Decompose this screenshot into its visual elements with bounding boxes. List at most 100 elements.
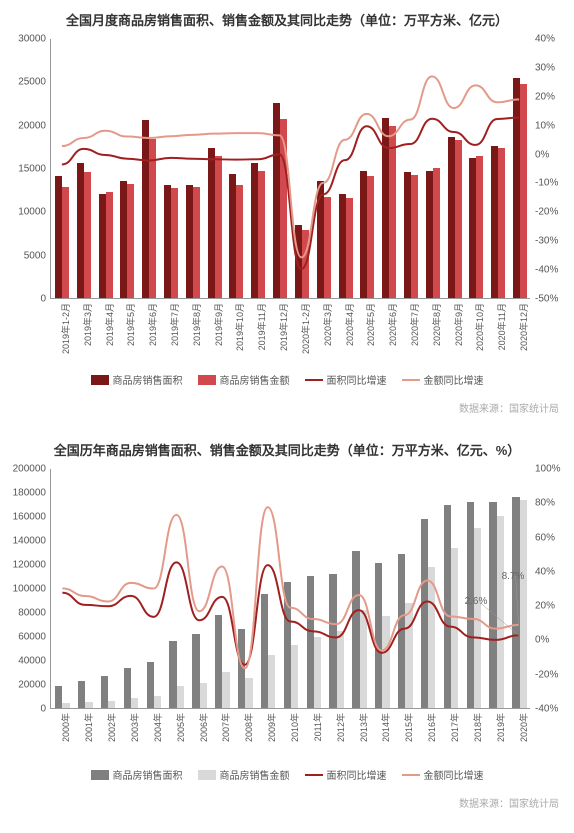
legend-swatch bbox=[305, 379, 323, 381]
y1-tick: 140000 bbox=[13, 536, 46, 547]
legend-swatch bbox=[305, 774, 323, 776]
x-tick: 2020年3月 bbox=[321, 303, 334, 346]
x-tick: 2015年 bbox=[402, 713, 415, 742]
x-tick: 2020年4月 bbox=[343, 303, 356, 346]
y1-tick: 200000 bbox=[13, 464, 46, 475]
y2-tick: 30% bbox=[535, 62, 555, 73]
legend-label: 金额同比增速 bbox=[424, 372, 484, 387]
y2-tick: -20% bbox=[535, 669, 558, 680]
y1-tick: 120000 bbox=[13, 560, 46, 571]
y2-tick: 40% bbox=[535, 566, 555, 577]
y1-tick: 5000 bbox=[24, 250, 46, 261]
x-tick: 2019年8月 bbox=[190, 303, 203, 346]
x-tick: 2020年1-2月 bbox=[299, 303, 312, 354]
x-tick: 2019年1-2月 bbox=[59, 303, 72, 354]
x-tick: 2020年9月 bbox=[452, 303, 465, 346]
x-tick: 2003年 bbox=[128, 713, 141, 742]
y2-tick: -40% bbox=[535, 265, 558, 276]
legend-swatch bbox=[402, 774, 420, 776]
legend-label: 商品房销售面积 bbox=[113, 372, 183, 387]
y1-tick: 0 bbox=[40, 704, 46, 715]
x-tick: 2019年3月 bbox=[81, 303, 94, 346]
y2-tick: 40% bbox=[535, 34, 555, 45]
y1-tick: 180000 bbox=[13, 488, 46, 499]
y1-tick: 20000 bbox=[18, 120, 46, 131]
legend-label: 面积同比增速 bbox=[327, 372, 387, 387]
x-tick: 2008年 bbox=[242, 713, 255, 742]
chart-title: 全国历年商品房销售面积、销售金额及其同比走势（单位：万平方米、亿元、%） bbox=[15, 440, 559, 459]
x-tick: 2020年7月 bbox=[408, 303, 421, 346]
x-tick: 2013年 bbox=[357, 713, 370, 742]
line-amount-yoy bbox=[62, 76, 519, 257]
chart-2: 全国历年商品房销售面积、销售金额及其同比走势（单位：万平方米、亿元、%）0200… bbox=[0, 430, 574, 787]
x-tick: 2020年11月 bbox=[495, 303, 508, 350]
legend-item: 商品房销售金额 bbox=[198, 372, 290, 387]
y1-tick: 15000 bbox=[18, 164, 46, 175]
line-amount-yoy bbox=[62, 507, 518, 668]
y2-tick: 100% bbox=[535, 464, 561, 475]
x-tick: 2019年 bbox=[494, 713, 507, 742]
legend-swatch bbox=[91, 375, 109, 385]
y1-tick: 80000 bbox=[18, 608, 46, 619]
y1-tick: 60000 bbox=[18, 632, 46, 643]
y2-tick: 60% bbox=[535, 532, 555, 543]
legend: 商品房销售面积商品房销售金额面积同比增速金额同比增速 bbox=[15, 767, 559, 782]
x-tick: 2014年 bbox=[379, 713, 392, 742]
y2-tick: 10% bbox=[535, 120, 555, 131]
legend-item: 金额同比增速 bbox=[402, 767, 484, 782]
x-tick: 2020年6月 bbox=[386, 303, 399, 346]
y1-tick: 10000 bbox=[18, 207, 46, 218]
source-1: 数据来源：国家统计局 bbox=[0, 400, 559, 415]
x-tick: 2000年 bbox=[59, 713, 72, 742]
chart-title: 全国月度商品房销售面积、销售金额及其同比走势（单位：万平方米、亿元） bbox=[15, 10, 559, 29]
x-tick: 2005年 bbox=[174, 713, 187, 742]
x-tick: 2004年 bbox=[151, 713, 164, 742]
legend-swatch bbox=[402, 379, 420, 381]
y2-tick: -40% bbox=[535, 704, 558, 715]
x-tick: 2010年 bbox=[288, 713, 301, 742]
x-tick: 2018年 bbox=[471, 713, 484, 742]
y2-tick: -20% bbox=[535, 207, 558, 218]
legend-item: 面积同比增速 bbox=[305, 372, 387, 387]
y2-tick: -10% bbox=[535, 178, 558, 189]
x-tick: 2020年10月 bbox=[473, 303, 486, 351]
y1-tick: 160000 bbox=[13, 512, 46, 523]
annotation: 8.7% bbox=[502, 571, 525, 582]
chart-1: 全国月度商品房销售面积、销售金额及其同比走势（单位：万平方米、亿元）050001… bbox=[0, 0, 574, 392]
x-tick: 2020年 bbox=[517, 713, 530, 742]
y1-tick: 30000 bbox=[18, 34, 46, 45]
x-tick: 2019年10月 bbox=[233, 303, 246, 351]
x-tick: 2009年 bbox=[265, 713, 278, 742]
x-tick: 2019年11月 bbox=[255, 303, 268, 350]
y2-tick: 80% bbox=[535, 498, 555, 509]
x-tick: 2006年 bbox=[197, 713, 210, 742]
y1-tick: 20000 bbox=[18, 680, 46, 691]
legend-label: 面积同比增速 bbox=[327, 767, 387, 782]
x-tick: 2011年 bbox=[311, 713, 324, 741]
legend-label: 商品房销售金额 bbox=[220, 372, 290, 387]
plot-area: 0200004000060000800001000001200001400001… bbox=[50, 469, 530, 709]
x-tick: 2019年12月 bbox=[277, 303, 290, 351]
x-tick: 2020年8月 bbox=[430, 303, 443, 346]
y2-tick: -30% bbox=[535, 236, 558, 247]
x-tick: 2017年 bbox=[448, 713, 461, 742]
x-tick: 2020年5月 bbox=[364, 303, 377, 346]
legend-item: 金额同比增速 bbox=[402, 372, 484, 387]
legend-item: 商品房销售面积 bbox=[91, 767, 183, 782]
y2-tick: 0% bbox=[535, 149, 549, 160]
line-area-yoy bbox=[62, 562, 518, 664]
x-tick: 2019年6月 bbox=[146, 303, 159, 346]
legend: 商品房销售面积 商品房销售金额 面积同比增速 金额同比增速 bbox=[15, 372, 559, 387]
legend-item: 面积同比增速 bbox=[305, 767, 387, 782]
source-2: 数据来源：国家统计局 bbox=[0, 795, 559, 810]
x-tick: 2019年4月 bbox=[103, 303, 116, 346]
annotation: 2.6% bbox=[465, 596, 488, 607]
x-tick: 2007年 bbox=[219, 713, 232, 742]
y1-tick: 100000 bbox=[13, 584, 46, 595]
y2-tick: 20% bbox=[535, 601, 555, 612]
legend-label: 金额同比增速 bbox=[424, 767, 484, 782]
y2-tick: -50% bbox=[535, 294, 558, 305]
y1-tick: 40000 bbox=[18, 656, 46, 667]
legend-swatch bbox=[198, 375, 216, 385]
legend-item: 商品房销售面积 bbox=[91, 372, 183, 387]
